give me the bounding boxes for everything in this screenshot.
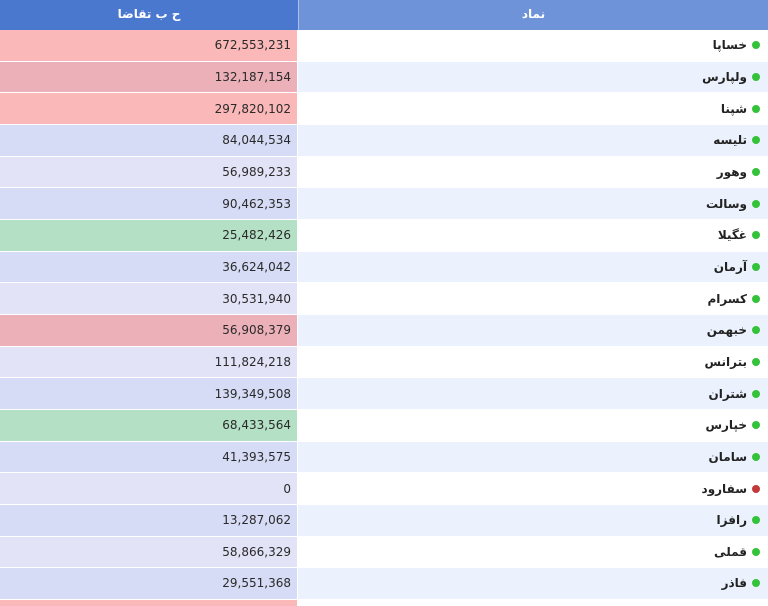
symbol-cell[interactable]: غگیلا bbox=[298, 219, 768, 251]
symbol-cell[interactable]: بترانس bbox=[298, 346, 768, 378]
table-row[interactable]: 58,866,329 قملی bbox=[0, 536, 768, 569]
demand-volume-cell: 0 bbox=[0, 473, 298, 504]
demand-volume-cell: 139,349,508 bbox=[0, 378, 298, 409]
table-row[interactable]: 68,433,564 خپارس bbox=[0, 409, 768, 442]
status-dot-icon bbox=[752, 294, 760, 303]
status-dot-icon bbox=[752, 326, 760, 335]
symbol-label[interactable]: کسرام bbox=[707, 291, 747, 306]
symbol-cell[interactable]: شتران bbox=[298, 378, 768, 409]
status-dot-icon bbox=[752, 516, 760, 525]
symbol-cell[interactable]: سامان bbox=[298, 441, 768, 473]
symbol-cell[interactable]: سفارود bbox=[298, 473, 768, 504]
status-dot-icon bbox=[752, 136, 760, 145]
table-row[interactable] bbox=[0, 599, 768, 606]
status-dot-icon bbox=[752, 484, 760, 493]
demand-volume-cell: 132,187,154 bbox=[0, 61, 298, 93]
symbol-cell[interactable]: وسالت bbox=[298, 188, 768, 219]
status-dot-icon bbox=[752, 199, 760, 208]
symbol-label[interactable]: خپارس bbox=[705, 418, 747, 433]
column-header-demand-volume[interactable]: ح ب تقاضا bbox=[0, 0, 298, 30]
symbol-label[interactable]: وسالت bbox=[706, 196, 747, 211]
status-dot-icon bbox=[752, 231, 760, 240]
symbol-cell[interactable]: وهور bbox=[298, 156, 768, 188]
status-dot-icon bbox=[752, 72, 760, 81]
table-row[interactable]: 29,551,368 فاذر bbox=[0, 568, 768, 600]
status-dot-icon bbox=[752, 357, 760, 366]
demand-volume-cell: 111,824,218 bbox=[0, 346, 298, 378]
demand-volume-cell: 68,433,564 bbox=[0, 409, 298, 441]
symbol-label[interactable]: خبهمن bbox=[706, 323, 747, 338]
symbol-cell[interactable]: خبهمن bbox=[298, 314, 768, 346]
table-row[interactable]: 56,989,233 وهور bbox=[0, 156, 768, 189]
table-row[interactable]: 36,624,042 آرمان bbox=[0, 251, 768, 284]
symbol-cell[interactable]: شپنا bbox=[298, 93, 768, 124]
table-row[interactable]: 84,044,534 تلیسه bbox=[0, 124, 768, 157]
status-dot-icon bbox=[752, 167, 760, 176]
symbol-cell[interactable]: خپارس bbox=[298, 409, 768, 441]
table-row[interactable]: 13,287,062 رافزا bbox=[0, 504, 768, 537]
symbol-label[interactable]: شتران bbox=[708, 386, 747, 401]
symbol-cell[interactable]: خساپا bbox=[298, 30, 768, 61]
table-row[interactable]: 90,462,353 وسالت bbox=[0, 188, 768, 220]
table-row[interactable]: 139,349,508 شتران bbox=[0, 378, 768, 410]
symbol-label[interactable]: وهور bbox=[716, 164, 747, 179]
symbol-cell[interactable]: تلیسه bbox=[298, 124, 768, 156]
table-row[interactable]: 30,531,940 کسرام bbox=[0, 283, 768, 315]
symbol-label[interactable]: آرمان bbox=[713, 259, 747, 274]
status-dot-icon bbox=[752, 104, 760, 113]
table-row[interactable]: 672,553,231 خساپا bbox=[0, 30, 768, 62]
table-row[interactable]: 297,820,102 شپنا bbox=[0, 93, 768, 125]
symbol-label[interactable]: شپنا bbox=[720, 101, 747, 116]
demand-volume-cell: 56,989,233 bbox=[0, 156, 298, 188]
symbol-cell[interactable]: قملی bbox=[298, 536, 768, 568]
status-dot-icon bbox=[752, 579, 760, 588]
demand-volume-cell: 56,908,379 bbox=[0, 314, 298, 346]
demand-volume-cell: 25,482,426 bbox=[0, 219, 298, 251]
symbol-label[interactable]: خساپا bbox=[712, 38, 747, 53]
symbol-label[interactable]: تلیسه bbox=[713, 133, 747, 148]
symbol-label[interactable]: فاذر bbox=[721, 576, 747, 591]
symbol-cell[interactable]: رافزا bbox=[298, 504, 768, 536]
status-dot-icon bbox=[752, 262, 760, 271]
table-header: ح ب تقاضا نماد bbox=[0, 0, 768, 30]
column-header-symbol[interactable]: نماد bbox=[298, 0, 768, 30]
status-dot-icon bbox=[752, 41, 760, 50]
table-body: 672,553,231 خساپا 132,187,154 ولپارس 297,820… bbox=[0, 30, 768, 606]
demand-volume-cell: 58,866,329 bbox=[0, 536, 298, 568]
symbol-label[interactable]: رافزا bbox=[716, 513, 747, 528]
status-dot-icon bbox=[752, 421, 760, 430]
table-row[interactable]: 25,482,426 غگیلا bbox=[0, 219, 768, 252]
symbol-cell[interactable]: ولپارس bbox=[298, 61, 768, 93]
demand-volume-cell: 30,531,940 bbox=[0, 283, 298, 314]
table-row[interactable]: 0 سفارود bbox=[0, 473, 768, 505]
demand-volume-cell: 672,553,231 bbox=[0, 30, 298, 61]
status-dot-icon bbox=[752, 389, 760, 398]
demand-volume-cell: 84,044,534 bbox=[0, 124, 298, 156]
symbol-label[interactable]: غگیلا bbox=[717, 228, 747, 243]
symbol-cell[interactable]: کسرام bbox=[298, 283, 768, 314]
demand-volume-cell: 90,462,353 bbox=[0, 188, 298, 219]
demand-volume-cell: 41,393,575 bbox=[0, 441, 298, 473]
demand-volume-cell bbox=[0, 599, 298, 606]
demand-volume-cell: 29,551,368 bbox=[0, 568, 298, 599]
status-dot-icon bbox=[752, 547, 760, 556]
status-dot-icon bbox=[752, 452, 760, 461]
symbol-label[interactable]: قملی bbox=[714, 544, 747, 559]
demand-volume-cell: 13,287,062 bbox=[0, 504, 298, 536]
demand-volume-cell: 297,820,102 bbox=[0, 93, 298, 124]
symbol-cell[interactable]: آرمان bbox=[298, 251, 768, 283]
table-row[interactable]: 111,824,218 بترانس bbox=[0, 346, 768, 379]
symbol-label[interactable]: بترانس bbox=[704, 354, 747, 369]
symbol-label[interactable]: سامان bbox=[708, 449, 747, 464]
table-row[interactable]: 132,187,154 ولپارس bbox=[0, 61, 768, 94]
table-row[interactable]: 41,393,575 سامان bbox=[0, 441, 768, 474]
symbol-label[interactable]: سفارود bbox=[701, 481, 747, 496]
symbol-cell[interactable] bbox=[298, 599, 768, 606]
table-row[interactable]: 56,908,379 خبهمن bbox=[0, 314, 768, 347]
symbol-cell[interactable]: فاذر bbox=[298, 568, 768, 599]
symbol-label[interactable]: ولپارس bbox=[702, 69, 747, 84]
demand-volume-cell: 36,624,042 bbox=[0, 251, 298, 283]
